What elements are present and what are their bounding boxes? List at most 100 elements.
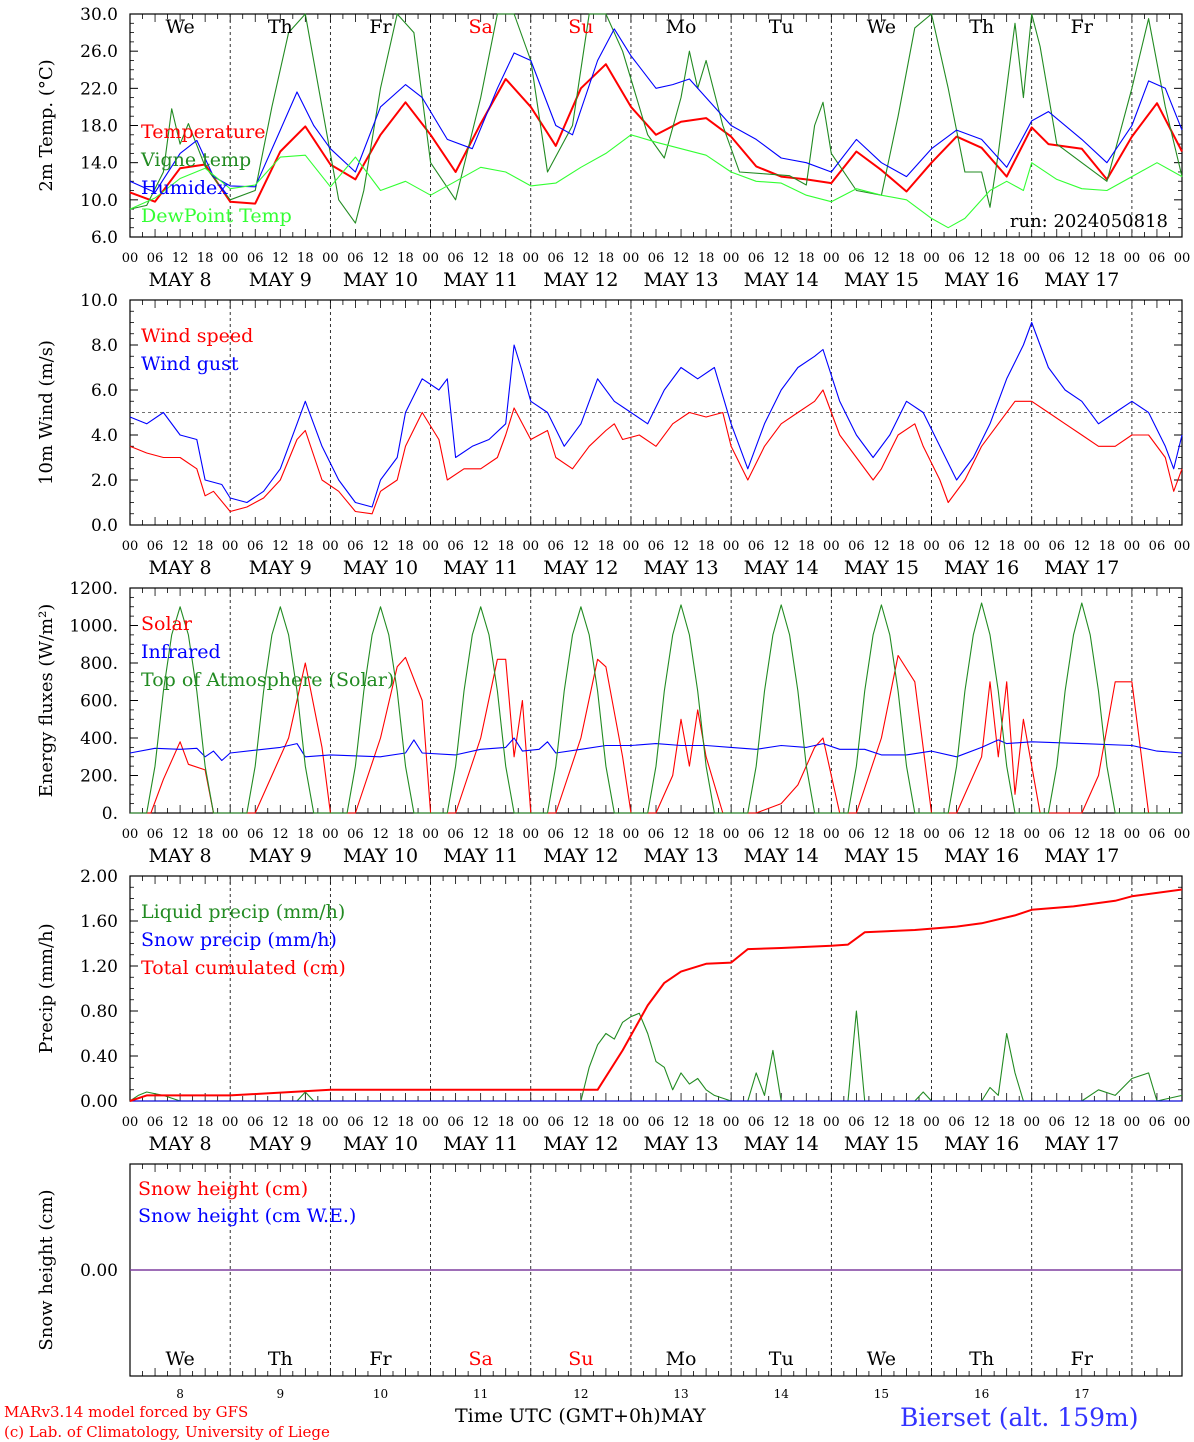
panel-precip: 0.00 0.40 0.80 1.20 1.60 2.00 Precip (mm/h) Liq…: [36, 867, 1190, 1155]
x-hour-label: 00: [923, 539, 940, 554]
series-line: [129, 28, 1183, 193]
y-tick-label: 0.: [102, 804, 118, 824]
x-day-label: MAY 14: [744, 845, 819, 867]
x-hour-label: 18: [1099, 1115, 1116, 1130]
day-number-label: 16: [974, 1387, 989, 1401]
x-day-label: MAY 13: [643, 1133, 718, 1155]
day-number-label: 17: [1074, 1387, 1089, 1401]
x-day-label: MAY 12: [543, 1133, 618, 1155]
x-hour-label: 06: [147, 827, 164, 842]
x-hour-label: 00: [522, 539, 539, 554]
x-hour-label: 06: [648, 827, 665, 842]
x-hour-label: 18: [197, 827, 214, 842]
x-hour-label: 00: [522, 1115, 539, 1130]
x-hour-label: 06: [848, 539, 865, 554]
x-hour-label: 18: [297, 1115, 314, 1130]
legend-entry: Wind gust: [141, 353, 239, 375]
x-hour-label: 06: [648, 539, 665, 554]
weekday-label-top: Sa: [468, 16, 492, 38]
x-hour-label: 00: [723, 539, 740, 554]
x-hour-label: 00: [723, 1115, 740, 1130]
y-tick-label: 10.0: [80, 291, 118, 311]
x-hour-label: 06: [748, 1115, 765, 1130]
x-hour-label: 12: [372, 1115, 389, 1130]
x-hour-label: 00: [222, 1115, 239, 1130]
x-day-label: MAY 16: [944, 557, 1019, 579]
x-hour-label: 18: [1099, 251, 1116, 266]
x-day-label: MAY 11: [443, 1133, 518, 1155]
y-axis-label: Precip (mm/h): [36, 923, 57, 1053]
day-number-label: 11: [473, 1387, 488, 1401]
x-hour-label: 00: [422, 251, 439, 266]
y-tick-label: 0.80: [80, 1002, 118, 1022]
weekday-label-top: Fr: [369, 16, 392, 38]
station-label: Bierset (alt. 159m): [900, 1403, 1139, 1432]
x-hour-label: 12: [773, 827, 790, 842]
x-day-label: MAY 15: [844, 845, 919, 867]
x-hour-label: 18: [1099, 539, 1116, 554]
x-hour-label: 12: [472, 827, 489, 842]
x-hour-label: 06: [447, 1115, 464, 1130]
x-hour-label: 18: [798, 827, 815, 842]
x-hour-label: 00: [222, 827, 239, 842]
x-hour-label: 00: [322, 827, 339, 842]
y-tick-label: 2.00: [80, 867, 118, 887]
x-hour-label: 06: [247, 539, 264, 554]
x-hour-label: 00: [1174, 827, 1191, 842]
x-day-label: MAY 13: [643, 557, 718, 579]
series-line: [129, 63, 1183, 205]
x-hour-label: 18: [497, 1115, 514, 1130]
day-number-label: 10: [373, 1387, 388, 1401]
x-hour-label: 06: [748, 251, 765, 266]
legend-entry: Temperature: [141, 121, 265, 143]
series-line: [129, 737, 1183, 762]
x-hour-label: 06: [247, 827, 264, 842]
x-hour-label: 00: [1023, 1115, 1040, 1130]
x-hour-label: 06: [347, 539, 364, 554]
x-hour-label: 06: [147, 251, 164, 266]
x-hour-label: 00: [623, 827, 640, 842]
legend-entry: Top of Atmosphere (Solar): [141, 669, 394, 691]
x-hour-label: 18: [998, 827, 1015, 842]
legend-entry: Liquid precip (mm/h): [141, 901, 345, 923]
x-hour-label: 06: [347, 1115, 364, 1130]
x-hour-label: 12: [573, 827, 590, 842]
x-day-label: MAY 14: [744, 1133, 819, 1155]
x-hour-label: 06: [948, 539, 965, 554]
weekday-label-bottom: Tu: [769, 1348, 794, 1370]
day-number-label: 14: [774, 1387, 790, 1401]
x-hour-label: 12: [573, 1115, 590, 1130]
x-hour-label: 12: [973, 251, 990, 266]
weekday-label-bottom: Mo: [666, 1348, 697, 1370]
x-hour-label: 18: [197, 1115, 214, 1130]
x-hour-label: 00: [923, 827, 940, 842]
x-hour-label: 00: [923, 1115, 940, 1130]
day-number-label: 9: [276, 1387, 284, 1401]
x-hour-label: 18: [898, 539, 915, 554]
x-hour-label: 12: [973, 539, 990, 554]
x-day-label: MAY 8: [149, 557, 212, 579]
x-day-label: MAY 10: [343, 1133, 418, 1155]
x-hour-label: 06: [447, 827, 464, 842]
x-hour-label: 00: [322, 539, 339, 554]
x-hour-label: 06: [948, 827, 965, 842]
model-credit: MARv3.14 model forced by GFS (c) Lab. of…: [4, 1402, 330, 1442]
x-hour-label: 00: [522, 827, 539, 842]
x-day-label: MAY 9: [249, 1133, 312, 1155]
x-hour-label: 06: [748, 539, 765, 554]
y-tick-label: 22.0: [80, 79, 118, 99]
x-hour-label: 18: [698, 1115, 715, 1130]
x-hour-label: 12: [673, 827, 690, 842]
x-hour-label: 18: [898, 1115, 915, 1130]
y-tick-label: 0.40: [80, 1047, 118, 1067]
x-hour-label: 00: [1174, 1115, 1191, 1130]
x-hour-label: 12: [673, 539, 690, 554]
y-tick-label: 6.0: [91, 228, 118, 248]
x-hour-label: 06: [1149, 827, 1166, 842]
x-hour-label: 18: [497, 251, 514, 266]
y-tick-label: 14.0: [80, 154, 118, 174]
y-tick-label: 18.0: [80, 117, 118, 137]
x-hour-label: 12: [873, 1115, 890, 1130]
x-hour-label: 00: [122, 539, 139, 554]
y-tick-label: 1.60: [80, 912, 118, 932]
